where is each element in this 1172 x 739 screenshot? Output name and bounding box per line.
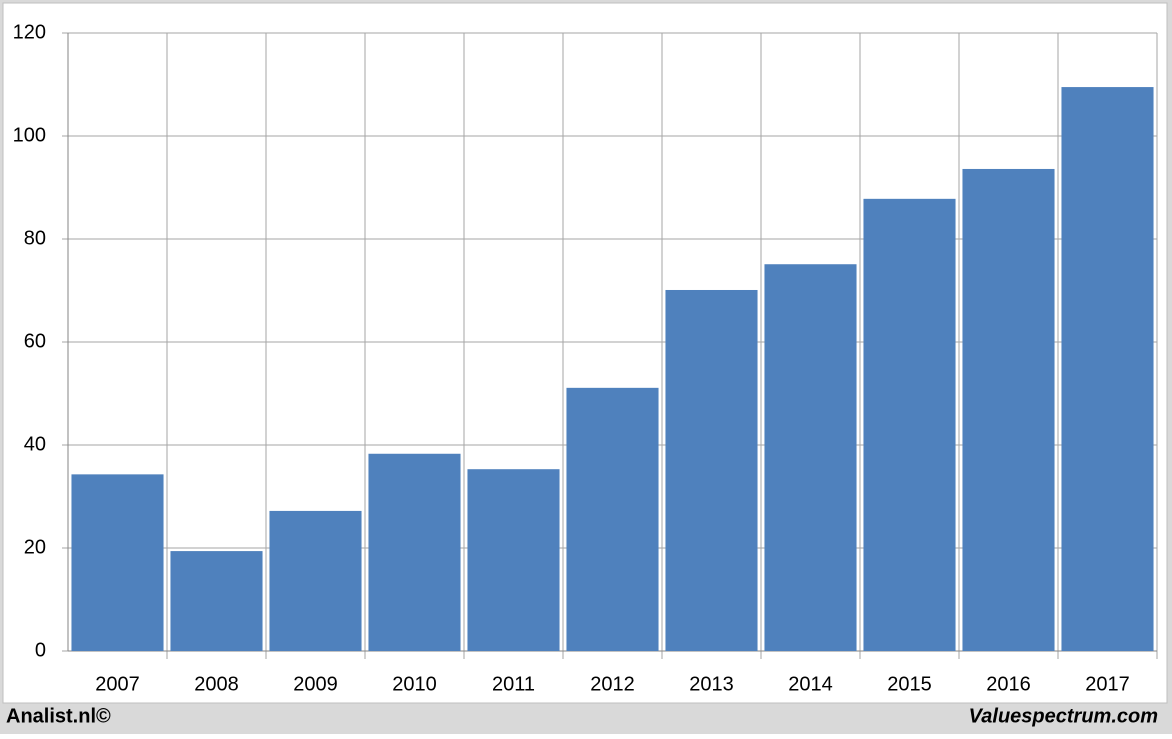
bar	[269, 510, 362, 651]
x-tick-label: 2010	[392, 673, 437, 695]
y-tick-label: 0	[35, 639, 46, 661]
x-tick-label: 2008	[194, 673, 239, 695]
x-tick-label: 2009	[293, 673, 338, 695]
bar	[368, 453, 461, 651]
x-tick-label: 2015	[887, 673, 932, 695]
x-tick-label: 2014	[788, 673, 833, 695]
bar	[1061, 87, 1154, 651]
bar	[71, 474, 164, 651]
bar	[665, 289, 758, 651]
y-tick-label: 40	[24, 433, 46, 455]
bar	[467, 469, 560, 651]
bar	[863, 198, 956, 651]
x-tick-label: 2016	[986, 673, 1031, 695]
bar	[170, 551, 263, 651]
y-tick-label: 120	[13, 21, 46, 43]
bar	[764, 264, 857, 651]
x-tick-label: 2012	[590, 673, 635, 695]
x-tick-label: 2007	[95, 673, 140, 695]
footer-left: Analist.nl©	[6, 705, 111, 727]
footer-right: Valuespectrum.com	[969, 705, 1158, 727]
y-tick-label: 60	[24, 330, 46, 352]
bar	[962, 168, 1055, 651]
x-tick-label: 2011	[492, 673, 535, 695]
y-tick-label: 20	[24, 536, 46, 558]
x-tick-label: 2013	[689, 673, 734, 695]
y-tick-label: 100	[13, 124, 46, 146]
bar	[566, 387, 659, 651]
x-tick-label: 2017	[1085, 673, 1130, 695]
y-tick-label: 80	[24, 227, 46, 249]
